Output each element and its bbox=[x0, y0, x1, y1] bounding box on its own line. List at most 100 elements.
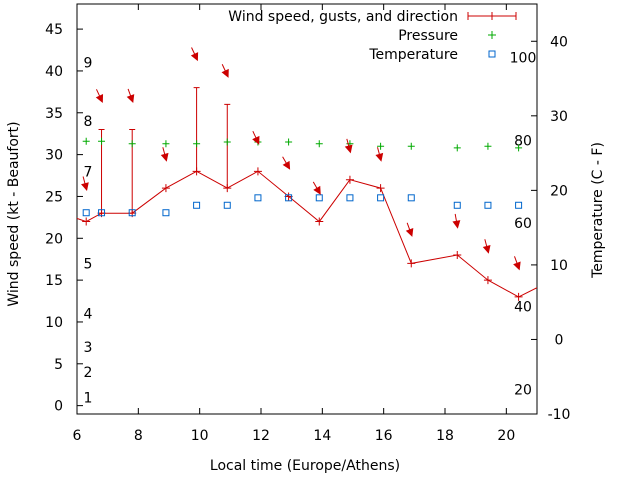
wind-direction-arrow bbox=[282, 156, 291, 170]
pressure-point bbox=[315, 140, 323, 148]
wind-point bbox=[376, 184, 385, 193]
temperature-point bbox=[377, 194, 385, 202]
wind-direction-arrow bbox=[482, 239, 491, 254]
y-tick-label: 20 bbox=[45, 231, 63, 247]
fahrenheit-label: 40 bbox=[514, 300, 532, 316]
temperature-point bbox=[254, 194, 262, 202]
x-tick-label: 14 bbox=[313, 428, 331, 444]
arrow-head bbox=[482, 244, 491, 254]
wind-point bbox=[514, 292, 523, 301]
y-tick-label: 15 bbox=[45, 273, 63, 289]
pressure-point bbox=[193, 140, 201, 148]
wind-direction-arrow bbox=[126, 88, 135, 104]
legend-swatch-temperature bbox=[488, 50, 496, 58]
arrow-head bbox=[190, 52, 199, 62]
y2-axis-title: Temperature (C - F) bbox=[590, 142, 606, 279]
wind-point bbox=[223, 184, 232, 193]
wind-point bbox=[192, 167, 201, 176]
y-tick-label: 25 bbox=[45, 189, 63, 205]
temperature-point bbox=[82, 209, 90, 217]
legend-label-pressure: Pressure bbox=[398, 28, 458, 44]
x-tick-label: 8 bbox=[134, 428, 143, 444]
gust-bar bbox=[193, 87, 200, 172]
wind-direction-arrow bbox=[375, 147, 384, 162]
y2-tick-label: 10 bbox=[550, 258, 568, 274]
temperature-point bbox=[407, 194, 415, 202]
arrow-head bbox=[95, 94, 104, 103]
wind-point bbox=[82, 217, 91, 226]
y2-tick-label: 20 bbox=[550, 183, 568, 199]
y2-tick-label: 0 bbox=[555, 332, 564, 348]
temperature-point bbox=[515, 201, 523, 209]
y2-axis: -10 0 10 20 30 40 bbox=[531, 34, 570, 423]
x-tick-label: 16 bbox=[375, 428, 393, 444]
wind-direction-arrow bbox=[513, 256, 521, 271]
wind-point bbox=[161, 184, 170, 193]
wind-point bbox=[345, 175, 354, 184]
temperature-point bbox=[285, 194, 293, 202]
y-tick-label: 40 bbox=[45, 64, 63, 80]
temperature-point bbox=[128, 209, 136, 217]
fahrenheit-label: 100 bbox=[510, 51, 537, 67]
temperature-series bbox=[82, 194, 523, 217]
beaufort-label: 4 bbox=[84, 307, 93, 323]
wind-direction-arrow bbox=[252, 130, 260, 145]
pressure-series bbox=[82, 137, 523, 152]
y2-tick-label: 30 bbox=[550, 109, 568, 125]
direction-arrows bbox=[81, 47, 521, 271]
wind-point bbox=[483, 276, 492, 285]
pressure-point bbox=[98, 137, 106, 145]
fahrenheit-label: 60 bbox=[514, 216, 532, 232]
arrow-head bbox=[375, 152, 384, 162]
y-tick-label: 5 bbox=[54, 357, 63, 373]
temperature-point bbox=[162, 209, 170, 217]
wind-line bbox=[77, 170, 537, 298]
pressure-point bbox=[285, 138, 293, 146]
x-tick-label: 12 bbox=[252, 428, 270, 444]
legend: Wind speed, gusts, and direction Pressur… bbox=[228, 9, 517, 63]
x-tick-label: 10 bbox=[191, 428, 209, 444]
wind-direction-arrow bbox=[190, 47, 199, 62]
arrow-head bbox=[282, 160, 291, 170]
legend-label-wind: Wind speed, gusts, and direction bbox=[228, 9, 458, 25]
pressure-point bbox=[128, 140, 136, 148]
legend-swatch-pressure bbox=[488, 31, 496, 39]
legend-swatch-wind bbox=[467, 12, 517, 20]
wind-direction-arrow bbox=[160, 147, 169, 162]
y-axis-title: Wind speed (kt - Beaufort) bbox=[6, 121, 22, 306]
wind-point bbox=[453, 251, 462, 260]
pressure-point bbox=[162, 140, 170, 148]
temperature-point bbox=[315, 194, 323, 202]
x-axis-title: Local time (Europe/Athens) bbox=[210, 458, 400, 474]
pressure-point bbox=[453, 144, 461, 152]
arrow-head bbox=[513, 261, 521, 271]
wind-point bbox=[315, 217, 324, 226]
arrow-head bbox=[452, 220, 461, 229]
beaufort-label: 9 bbox=[84, 56, 93, 72]
gust-bar bbox=[224, 103, 231, 189]
y-tick-label: 35 bbox=[45, 106, 63, 122]
pressure-point bbox=[515, 144, 523, 152]
y-tick-label: 45 bbox=[45, 22, 63, 38]
arrow-head bbox=[405, 228, 414, 237]
temperature-point bbox=[223, 201, 231, 209]
wind-direction-arrow bbox=[452, 213, 461, 229]
y2-tick-label: -10 bbox=[548, 407, 571, 423]
temperature-point bbox=[193, 201, 201, 209]
temperature-point bbox=[346, 194, 354, 202]
beaufort-label: 7 bbox=[84, 164, 93, 180]
temperature-point bbox=[453, 201, 461, 209]
temperature-point bbox=[484, 201, 492, 209]
wind-direction-arrow bbox=[95, 89, 104, 103]
y-tick-label: 30 bbox=[45, 148, 63, 164]
arrow-head bbox=[126, 94, 135, 104]
beaufort-label: 5 bbox=[84, 256, 93, 272]
x-tick-label: 18 bbox=[436, 428, 454, 444]
y2-tick-label: 40 bbox=[550, 34, 568, 50]
beaufort-label: 1 bbox=[84, 390, 93, 406]
x-tick-label: 20 bbox=[497, 428, 515, 444]
arrow-head bbox=[81, 182, 89, 191]
pressure-point bbox=[223, 138, 231, 146]
wind-point bbox=[253, 167, 262, 176]
